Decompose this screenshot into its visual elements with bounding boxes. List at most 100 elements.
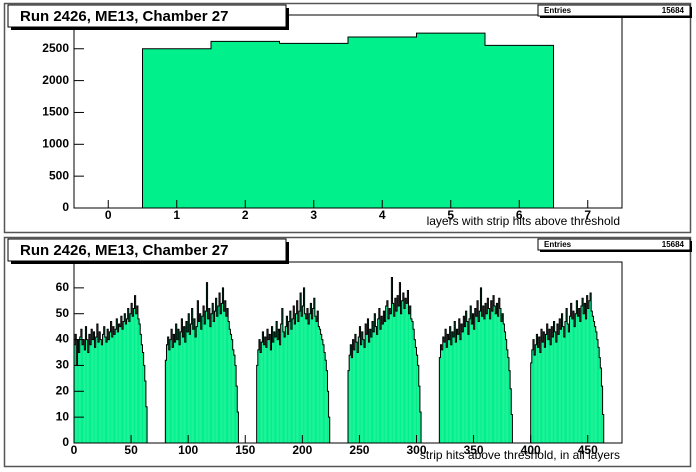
histogram-bar [206,282,208,443]
histogram-bar [418,386,420,443]
histogram-bar [168,349,170,443]
histogram-bar [355,342,358,443]
histogram-bar [220,313,222,443]
histogram-bar [379,329,382,443]
histogram-bar [134,295,136,443]
histogram-bar [409,305,411,443]
histogram-bar [370,336,372,443]
histogram-bar [143,365,145,443]
stats-label: Entries [544,240,572,249]
histogram-bar [348,36,417,208]
histogram-bar [85,326,87,443]
histogram-bar [587,308,589,443]
histogram-bar [574,326,576,443]
histogram-bar [124,313,126,443]
histogram-bar [495,313,497,443]
histogram-bar [123,321,125,443]
histogram-bar [127,308,129,443]
histogram-bar [301,316,303,443]
histogram-bar [205,311,207,443]
y-tick-label: 1500 [42,105,69,119]
histogram-bar [504,331,506,443]
histogram-bar [596,339,599,443]
histogram-bar [416,355,418,443]
x-tick-label: 350 [464,443,484,457]
histogram-bar [234,365,237,443]
histogram-bar [419,411,422,443]
histogram-bar [212,303,214,443]
histogram-bar [387,318,390,443]
x-tick-label: 300 [406,443,426,457]
histogram-bar [545,334,547,443]
histogram-bar [385,305,387,443]
title-box [7,238,287,262]
x-tick-label: 2 [242,208,249,222]
histogram-bar [577,316,579,443]
histogram-bar [226,308,229,443]
histogram-bar [231,339,233,443]
histogram-bar [464,326,466,443]
x-tick-label: 6 [516,208,523,222]
histogram-bar [195,336,197,443]
histogram-bar [486,313,488,443]
histogram-bar [103,326,105,443]
histogram-bar [586,295,588,443]
histogram-bar [183,326,185,443]
histogram-bar [266,329,269,443]
histogram-bar [174,342,176,443]
histogram-bar [125,324,127,443]
histogram-bar [287,334,289,443]
y-tick-label: 10 [56,409,70,423]
histogram-bar [357,352,359,443]
histogram-bar [417,365,419,443]
histogram-bar [566,308,568,443]
histogram-bar [233,355,235,443]
histogram-bar [188,313,190,443]
histogram-bar [362,339,364,443]
histogram-bar [408,313,410,443]
histogram-bar [414,339,416,443]
histogram-bar [568,331,570,443]
histogram-bar [271,326,273,443]
histogram-bar [144,380,146,443]
histogram-bar [373,331,375,443]
histogram-bar [176,339,178,443]
histogram-bar [407,290,409,443]
histogram-bar [118,324,120,443]
histogram-bar [97,342,100,443]
histogram-bar [371,321,374,443]
histogram-bar [75,334,77,443]
histogram-bar [473,329,475,443]
histogram-bar [572,311,575,443]
histogram-bar [211,313,213,443]
histogram-bar [121,329,124,443]
histogram-bar [588,300,591,443]
histogram-bar [546,324,548,443]
histogram-bar [376,334,378,443]
histogram-bar [165,360,167,443]
histogram-bar [117,331,119,443]
histogram-bar [289,311,291,443]
histogram-bar [599,357,601,443]
histogram-bar [483,318,485,443]
histogram-bar [171,329,173,443]
histogram-bar [208,308,210,443]
histogram-bar [354,334,356,443]
histogram-bar [232,349,234,443]
histogram-bar [80,329,82,443]
histogram-bar [272,342,274,443]
histogram-bar [140,334,142,443]
histogram-bar [507,357,509,443]
histogram-bar [399,282,401,443]
histogram-bar [353,349,355,443]
histogram-bar [469,318,471,443]
histogram-bar [366,334,368,443]
histogram-bar [561,313,563,443]
histogram-bar [560,329,562,443]
histogram-bar [485,45,554,208]
histogram-bar [537,347,539,443]
histogram-bar [349,355,351,443]
histogram-bar [358,336,360,443]
histogram-bar [578,308,580,443]
